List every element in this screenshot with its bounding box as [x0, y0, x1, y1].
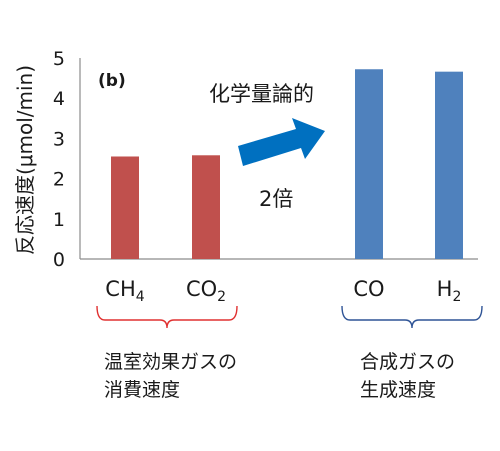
bar-1: [192, 155, 220, 259]
y-tick-label-0: 0: [53, 249, 65, 271]
y-tick-label-3: 3: [53, 128, 65, 150]
category-label-3: H2: [437, 277, 462, 305]
bar-2: [355, 69, 383, 259]
group-bracket-syngas: [341, 305, 483, 329]
y-tick-label-5: 5: [53, 48, 65, 70]
arrow-label-top: 化学量論的: [209, 82, 314, 106]
group-bracket-greenhouse: [96, 305, 238, 329]
y-axis-label: 反応速度(μmol/min): [13, 65, 37, 255]
arrow-label-bottom: 2倍: [259, 187, 293, 211]
bar-3: [435, 71, 463, 259]
group-caption-greenhouse-line1: 温室効果ガスの: [104, 351, 237, 373]
panel-label: (b): [98, 71, 126, 91]
category-label-0: CH4: [105, 277, 144, 305]
y-tick-label-2: 2: [53, 169, 65, 191]
y-tick-label-4: 4: [53, 88, 65, 110]
group-caption-syngas-line1: 合成ガスの: [360, 351, 455, 373]
y-tick-label-1: 1: [53, 209, 65, 231]
group-caption-syngas-line2: 生成速度: [360, 379, 436, 401]
bar-0: [111, 156, 139, 259]
stoichiometric-arrow: [238, 118, 325, 166]
group-caption-greenhouse-line2: 消費速度: [104, 379, 180, 401]
category-label-1: CO2: [186, 277, 226, 305]
category-label-2: CO: [353, 277, 384, 301]
